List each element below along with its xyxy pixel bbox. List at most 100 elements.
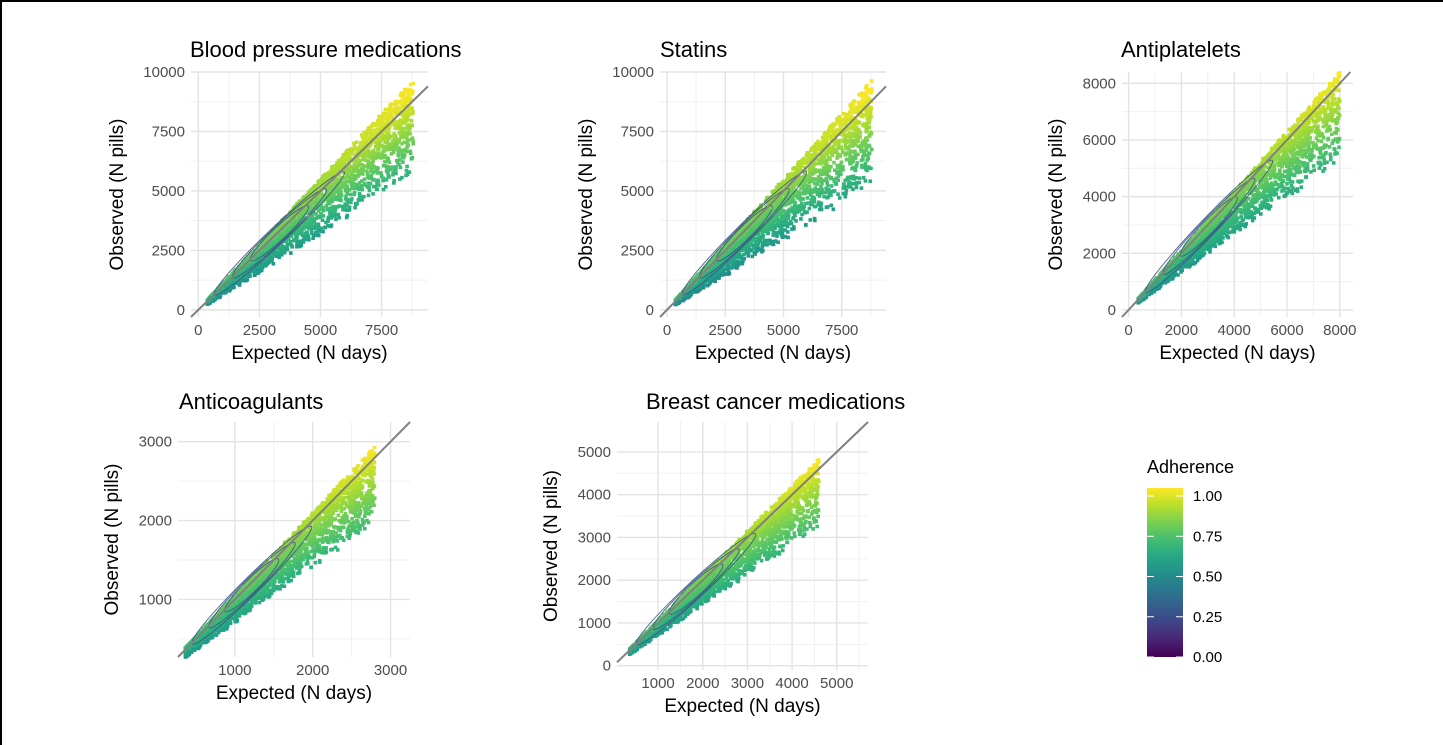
data-point [855,110,859,115]
data-point [341,153,346,158]
data-point [386,147,391,152]
data-point [332,165,337,170]
data-point [816,178,820,182]
data-point [825,205,830,209]
data-point [834,138,838,142]
data-point [383,123,388,128]
data-point [834,148,838,153]
data-point [820,159,825,163]
data-point [803,168,808,173]
data-point [297,211,302,215]
data-point [296,229,300,234]
data-point [357,145,361,150]
data-point [861,123,865,128]
data-point [389,152,394,156]
data-point [405,115,410,120]
data-point [792,185,796,190]
data-point [788,207,793,212]
data-point [321,208,326,213]
data-point [867,151,872,156]
data-point [327,176,332,180]
data-point [864,143,869,147]
data-point [347,207,352,212]
data-point [868,130,873,135]
data-point [750,222,755,226]
data-point [817,200,821,205]
data-point [331,191,336,195]
data-point [339,175,344,180]
data-point [853,149,857,154]
data-point [370,160,375,164]
data-point [406,127,410,131]
data-point [376,178,380,183]
data-point [758,216,763,221]
data-point [777,219,782,223]
data-point [821,140,826,144]
data-point [866,165,871,169]
data-point [353,176,358,181]
data-point [773,207,777,211]
data-point [362,164,366,168]
data-point [340,159,345,163]
data-point [366,135,370,139]
data-point [388,102,393,107]
data-point [726,254,731,259]
data-point [747,226,752,230]
data-point [805,150,810,155]
data-point [789,172,794,176]
data-point [829,203,834,208]
data-point [398,100,402,105]
data-point [826,133,831,138]
data-point [275,251,280,255]
data-point [244,257,248,261]
data-point [742,252,746,257]
data-point [301,239,306,244]
data-point [783,228,787,232]
data-point [386,117,390,122]
data-point [816,192,820,197]
data-point [402,93,406,97]
data-point [816,157,821,162]
data-point [357,185,362,190]
data-point [720,256,724,261]
data-point [211,298,216,303]
data-point [845,185,850,189]
data-point [724,242,729,247]
data-point [740,260,744,265]
data-point [787,209,791,213]
data-point [262,263,267,267]
data-point [833,122,837,127]
data-point [391,150,396,154]
panel-title: Blood pressure medications [190,37,461,62]
data-point [740,240,745,245]
data-point [361,157,365,162]
data-point [372,164,376,169]
data-point [312,199,316,204]
data-point [354,159,359,164]
data-point [370,177,375,182]
data-point [833,168,837,173]
data-point [321,196,326,200]
data-point [341,207,345,212]
data-point [406,109,410,114]
data-point [773,195,777,200]
data-point [770,242,775,246]
data-point [234,277,239,281]
data-point [794,189,799,194]
data-point [717,276,721,280]
data-point [830,189,835,194]
data-point [269,255,274,260]
data-point [354,186,359,190]
data-point [396,126,400,131]
data-point [227,288,232,293]
data-point [818,172,823,177]
data-point [336,189,341,193]
data-point [820,135,825,140]
data-point [851,102,855,106]
data-point [352,141,356,146]
data-point [747,241,752,246]
data-point [405,123,410,128]
data-point [837,114,842,119]
data-point [350,183,354,188]
data-point [822,142,827,146]
